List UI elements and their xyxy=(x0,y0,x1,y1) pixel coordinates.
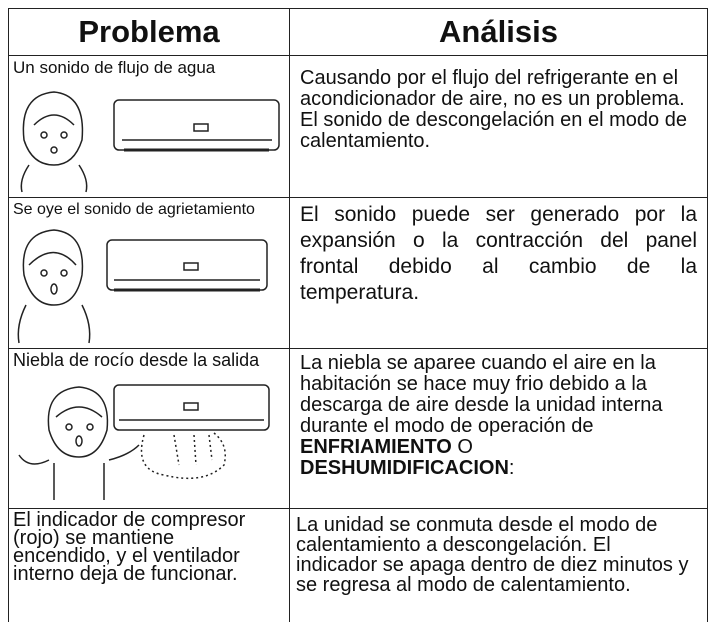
analysis-text: El sonido puede ser generado por la expa… xyxy=(300,203,697,304)
analysis-text: O xyxy=(451,436,473,458)
analysis-cell: La unidad se conmuta desde el modo de ca… xyxy=(289,508,708,622)
problem-text: El indicador de compresor (rojo) se mant… xyxy=(13,509,246,585)
analysis-text: Causando por el flujo del refrigerante e… xyxy=(300,67,685,110)
header-problem: Problema xyxy=(8,8,290,56)
header-analysis: Análisis xyxy=(289,8,708,56)
analysis-text: La unidad se conmuta desde el modo de ca… xyxy=(296,514,689,596)
analysis-cell: El sonido puede ser generado por la expa… xyxy=(289,197,708,349)
analysis-text: : xyxy=(508,457,515,479)
illustration xyxy=(18,384,270,500)
problem-text: Se oye el sonido de agrietamiento xyxy=(13,201,255,218)
illustration xyxy=(17,229,268,344)
problem-text: Niebla de rocío desde la salida xyxy=(13,350,260,370)
analysis-bold: DESHUMIDIFICACION xyxy=(300,457,509,479)
analysis-bold: ENFRIAMIENTO xyxy=(300,436,452,458)
analysis-cell: Causando por el flujo del refrigerante e… xyxy=(289,55,708,198)
problem-cell: El indicador de compresor (rojo) se mant… xyxy=(8,508,290,622)
problem-text: Un sonido de flujo de agua xyxy=(13,58,216,77)
illustration xyxy=(20,91,280,193)
analysis-text: La niebla se aparee cuando el aire en la… xyxy=(300,352,663,437)
analysis-cell: La niebla se aparee cuando el aire en la… xyxy=(289,348,708,509)
analysis-text: El sonido de descongelación en el modo d… xyxy=(300,109,687,152)
